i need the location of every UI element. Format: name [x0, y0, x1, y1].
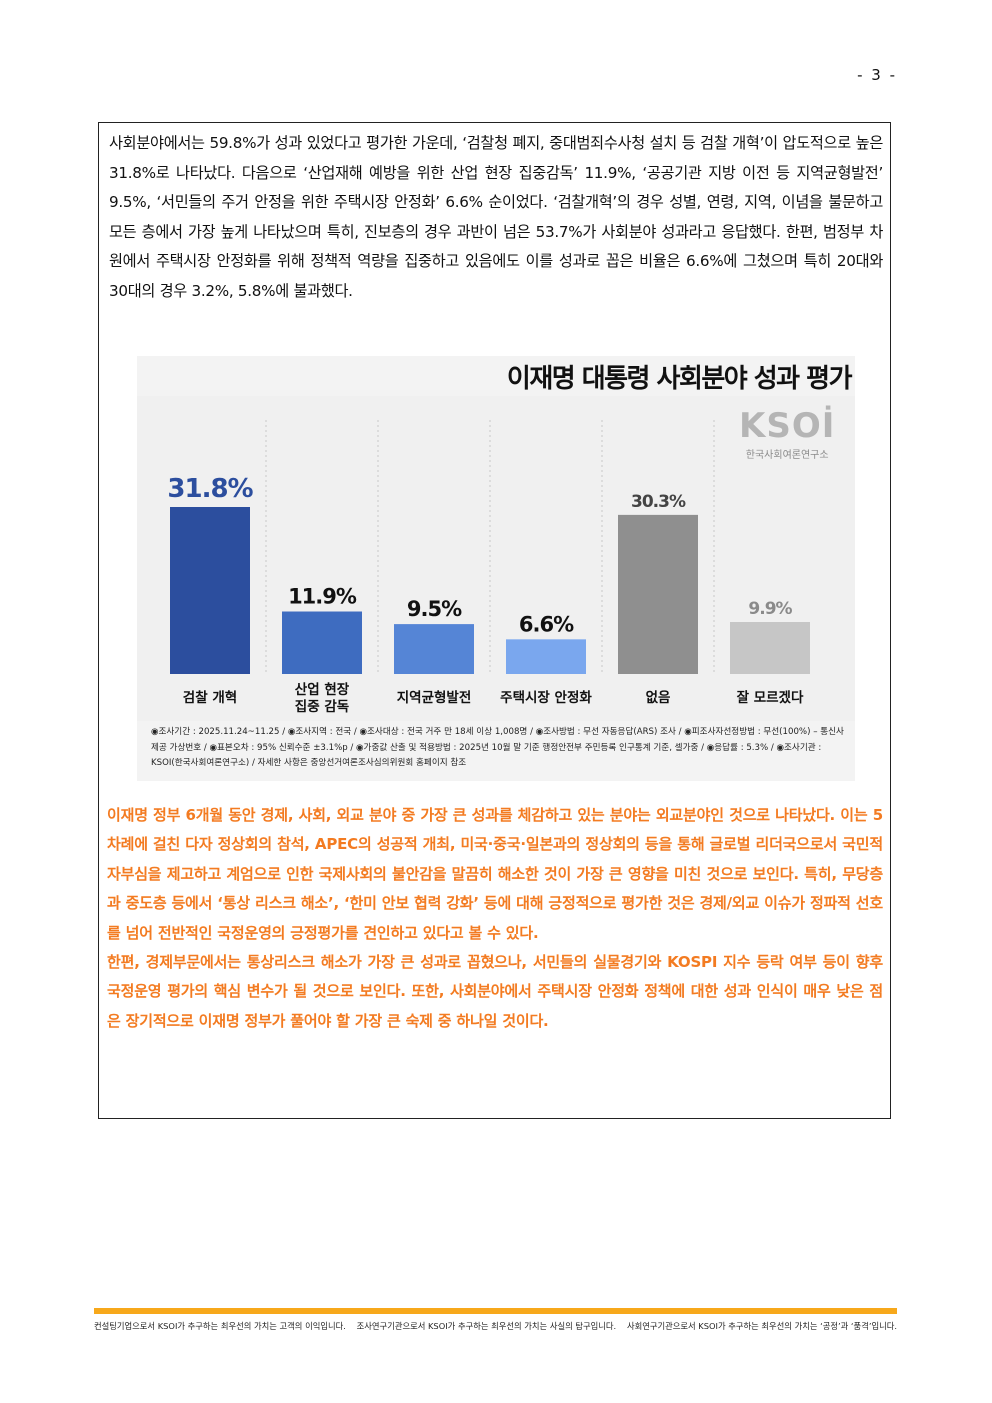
ksoi-logo: KSOİ 한국사회여론연구소 — [739, 406, 835, 461]
bar — [394, 624, 474, 674]
conclusion-paragraph-2: 한편, 경제부문에서는 통상리스크 해소가 가장 큰 성과로 꼽혔으나, 서민들… — [107, 953, 883, 1030]
category-label: 산업 현장 — [295, 681, 350, 698]
data-label: 30.3% — [631, 492, 686, 512]
bar — [170, 507, 250, 674]
chart-title: 이재명 대통령 사회분야 성과 평가 — [506, 364, 853, 394]
data-label: 9.5% — [407, 597, 462, 621]
category-label: 주택시장 안정화 — [500, 689, 592, 706]
data-label: 6.6% — [519, 612, 574, 636]
page-number: - 3 - — [857, 66, 897, 84]
survey-notes: ◉조사기간 : 2025.11.24~11.25 / ◉조사지역 : 전국 / … — [151, 727, 844, 768]
footer: 컨설팅기업으로서 KSOI가 추구하는 최우선의 가치는 고객의 이익입니다. … — [94, 1320, 897, 1332]
footer-text-2: 조사연구기관으로서 KSOI가 추구하는 최우선의 가치는 사실의 탐구입니다. — [356, 1321, 617, 1331]
data-label: 9.9% — [748, 599, 792, 619]
footer-divider — [94, 1308, 897, 1314]
category-label: 집중 감독 — [295, 698, 349, 715]
category-label: 없음 — [646, 690, 671, 706]
intro-paragraph: 사회분야에서는 59.8%가 성과 있었다고 평가한 가운데, ‘검찰청 폐지,… — [109, 134, 883, 300]
data-label: 31.8% — [167, 474, 253, 504]
logo-mark: KSOİ — [739, 406, 836, 446]
bar — [730, 622, 810, 674]
category-label: 검찰 개혁 — [183, 689, 237, 706]
category-label: 지역균형발전 — [397, 689, 472, 706]
content-box: 사회분야에서는 59.8%가 성과 있었다고 평가한 가운데, ‘검찰청 폐지,… — [98, 122, 891, 1119]
bar-chart: 31.8% 검찰 개혁 11.9% 산업 현장 집중 감독 9.5% 지역균형발전 6.6% 주… — [137, 356, 855, 781]
bar — [506, 639, 586, 674]
logo-subtitle: 한국사회여론연구소 — [745, 450, 829, 461]
bar — [282, 611, 362, 674]
data-label: 11.9% — [288, 585, 357, 609]
conclusion-block: 이재명 정부 6개월 동안 경제, 사회, 외교 분야 중 가장 큰 성과를 체… — [107, 801, 883, 1036]
footer-text-1: 컨설팅기업으로서 KSOI가 추구하는 최우선의 가치는 고객의 이익입니다. — [94, 1321, 346, 1331]
conclusion-paragraph-1: 이재명 정부 6개월 동안 경제, 사회, 외교 분야 중 가장 큰 성과를 체… — [107, 806, 883, 942]
footer-text-3: 사회연구기관으로서 KSOI가 추구하는 최우선의 가치는 ‘공정’과 ‘품격’… — [626, 1321, 897, 1331]
category-label: 잘 모르겠다 — [737, 689, 804, 706]
bar — [618, 514, 698, 674]
